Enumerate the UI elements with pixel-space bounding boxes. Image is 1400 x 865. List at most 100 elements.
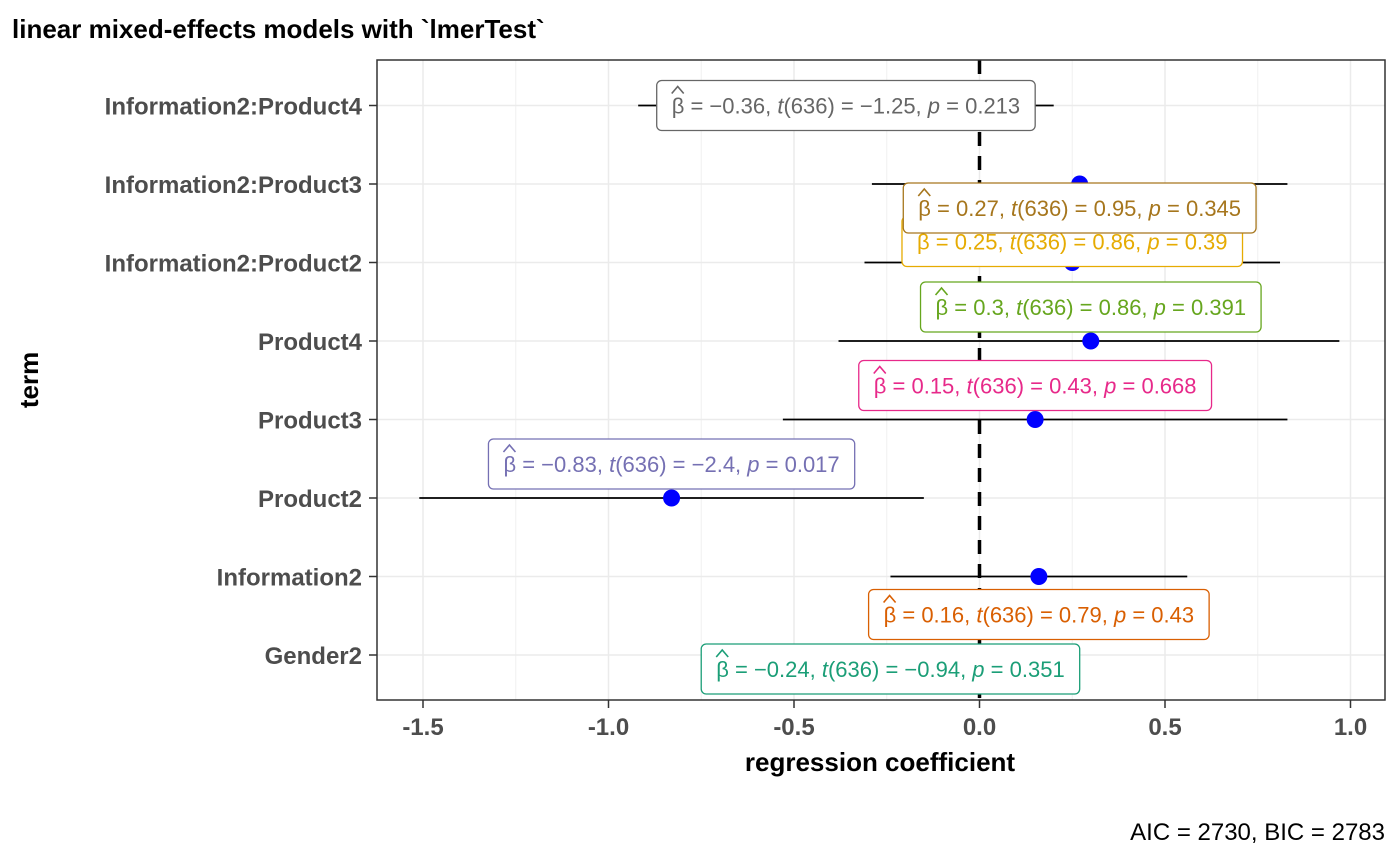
beta-hat-mark xyxy=(715,648,729,658)
label-segment: = 0.668 xyxy=(1116,374,1196,399)
beta-hat-mark xyxy=(873,365,887,375)
label-border xyxy=(919,281,1262,333)
x-tick-label: -1.5 xyxy=(402,714,443,741)
label-segment: = 0.15, xyxy=(886,374,966,399)
coefficient-label-box: β = −0.24, t(636) = −0.94, p = 0.351 xyxy=(700,643,1081,695)
y-tick-label: Information2 xyxy=(217,565,362,592)
beta-symbol: β xyxy=(672,94,685,119)
label-segment: = −0.83, xyxy=(516,452,609,477)
label-segment: t xyxy=(1010,230,1017,255)
label-segment: = 0.25, xyxy=(930,230,1010,255)
y-tick-label: Gender2 xyxy=(265,643,362,670)
label-segment: = 0.391 xyxy=(1166,295,1246,320)
panel-border xyxy=(376,59,1386,701)
coefficient-label-box: β = −0.83, t(636) = −2.4, p = 0.017 xyxy=(487,438,856,490)
beta-hat-mark xyxy=(671,85,685,95)
coefficient-label-text: β = 0.16, t(636) = 0.79, p = 0.43 xyxy=(884,603,1195,628)
beta-symbol: β xyxy=(874,374,887,399)
label-segment: (636) = 0.86, xyxy=(1022,295,1153,320)
label-segment: t xyxy=(1016,295,1023,320)
y-tick-label: Product3 xyxy=(258,408,362,435)
label-segment: (636) = 0.43, xyxy=(973,374,1104,399)
coefficient-label-text: β = 0.27, t(636) = 0.95, p = 0.345 xyxy=(918,196,1241,221)
label-segment: (636) = −0.94, xyxy=(828,657,972,682)
beta-hat-mark xyxy=(882,594,897,604)
chart-title: linear mixed-effects models with `lmerTe… xyxy=(12,14,545,44)
label-segment: p xyxy=(1113,603,1126,628)
y-tick-label: Information2:Product3 xyxy=(105,172,362,199)
label-segment: p xyxy=(1103,374,1116,399)
label-segment: = 0.213 xyxy=(940,94,1020,119)
beta-symbol: β xyxy=(503,452,516,477)
label-segment: p xyxy=(927,94,940,119)
coefficient-label-text: β = −0.36, t(636) = −1.25, p = 0.213 xyxy=(672,94,1020,119)
label-segment: (636) = 0.95, xyxy=(1017,196,1148,221)
coefficient-label-text: β = 0.25, t(636) = 0.86, p = 0.39 xyxy=(917,230,1228,255)
label-segment: = −0.36, xyxy=(684,94,777,119)
label-segment: p xyxy=(1146,230,1159,255)
beta-hat-mark xyxy=(934,286,949,296)
y-tick-label: Product4 xyxy=(258,329,363,356)
label-segment: p xyxy=(971,657,984,682)
coefficient-point xyxy=(1026,411,1044,428)
beta-hat-mark xyxy=(917,187,931,197)
y-tick-label: Information2:Product2 xyxy=(105,251,362,278)
label-segment: (636) = −1.25, xyxy=(783,94,927,119)
label-segment: = 0.16, xyxy=(896,603,976,628)
label-segment: = 0.351 xyxy=(985,657,1065,682)
label-segment: = 0.3, xyxy=(948,295,1016,320)
label-segment: (636) = −2.4, xyxy=(615,452,747,477)
beta-symbol: β xyxy=(918,196,931,221)
label-segment: t xyxy=(609,452,616,477)
coefficient-label-text: β = 0.15, t(636) = 0.43, p = 0.668 xyxy=(874,374,1197,399)
coefficient-label-box: β = 0.3, t(636) = 0.86, p = 0.391 xyxy=(919,281,1262,333)
coefficient-label-text: β = 0.3, t(636) = 0.86, p = 0.391 xyxy=(936,295,1247,320)
coefficient-label-text: β = −0.83, t(636) = −2.4, p = 0.017 xyxy=(503,452,839,477)
label-segment: t xyxy=(976,603,983,628)
label-segment: = 0.27, xyxy=(931,196,1011,221)
label-border xyxy=(858,359,1213,412)
label-segment: t xyxy=(777,94,784,119)
coefficient-label-box: β = 0.16, t(636) = 0.79, p = 0.43 xyxy=(867,588,1210,641)
coefficient-label-text: β = −0.24, t(636) = −0.94, p = 0.351 xyxy=(716,657,1064,682)
label-segment: = 0.345 xyxy=(1161,196,1241,221)
label-segment: = 0.39 xyxy=(1160,230,1228,255)
x-tick-label: -1.0 xyxy=(588,714,629,741)
coefficient-point xyxy=(663,489,681,507)
label-segment: t xyxy=(1011,196,1018,221)
beta-symbol: β xyxy=(936,295,949,320)
label-border xyxy=(867,588,1210,641)
label-segment: (636) = 0.79, xyxy=(983,603,1114,628)
label-segment: = 0.017 xyxy=(760,452,840,477)
coefficient-point xyxy=(1030,568,1048,585)
label-segment: = −0.24, xyxy=(729,657,822,682)
label-segment: p xyxy=(1148,196,1161,221)
x-tick-label: 1.0 xyxy=(1334,714,1367,741)
label-segment: = 0.43 xyxy=(1126,603,1194,628)
coefficient-label-box: β = 0.27, t(636) = 0.95, p = 0.345 xyxy=(902,182,1257,234)
x-tick-label: -0.5 xyxy=(773,714,814,741)
beta-symbol: β xyxy=(917,230,930,255)
model-fit-caption: AIC = 2730, BIC = 2783 xyxy=(1130,819,1385,846)
label-border xyxy=(700,643,1081,695)
y-axis-title: term xyxy=(14,352,44,408)
x-axis-title: regression coefficient xyxy=(745,747,1016,777)
coefficient-label-box: β = 0.15, t(636) = 0.43, p = 0.668 xyxy=(858,359,1213,412)
coefficient-label-box: β = −0.36, t(636) = −1.25, p = 0.213 xyxy=(656,79,1036,132)
label-border xyxy=(902,182,1257,234)
beta-hat-mark xyxy=(502,443,517,453)
label-segment: t xyxy=(967,374,974,399)
y-tick-label: Product2 xyxy=(258,486,362,513)
beta-symbol: β xyxy=(716,657,729,682)
label-border xyxy=(487,438,856,490)
label-segment: t xyxy=(822,657,829,682)
label-border xyxy=(656,79,1036,132)
label-segment: p xyxy=(746,452,759,477)
x-tick-label: 0.5 xyxy=(1148,714,1181,741)
y-tick-label: Information2:Product4 xyxy=(105,94,363,121)
label-segment: (636) = 0.86, xyxy=(1016,230,1147,255)
coefficient-point xyxy=(1082,332,1100,350)
label-segment: p xyxy=(1153,295,1166,320)
